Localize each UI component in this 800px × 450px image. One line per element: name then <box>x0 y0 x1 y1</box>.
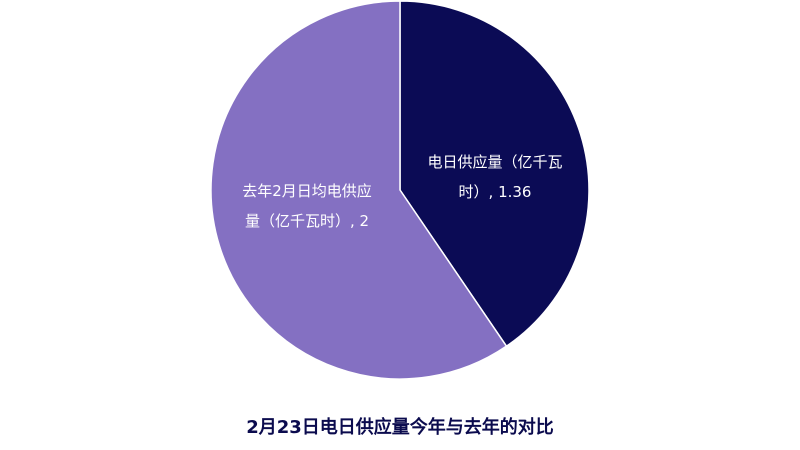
pie-slice-0 <box>399 0 590 348</box>
slice-label-line: 时）, 1.36 <box>458 183 532 201</box>
chart-title: 2月23日电日供应量今年与去年的对比 <box>246 417 554 438</box>
slice-label-line: 电日供应量（亿千瓦 <box>427 153 563 171</box>
pie-slice-1 <box>210 0 508 380</box>
slice-label-last-year: 去年2月日均电供应量（亿千瓦时）, 2 <box>242 182 372 230</box>
slice-label-this-year: 电日供应量（亿千瓦 时）, 1.36 <box>400 147 590 207</box>
pie-chart <box>210 0 590 380</box>
